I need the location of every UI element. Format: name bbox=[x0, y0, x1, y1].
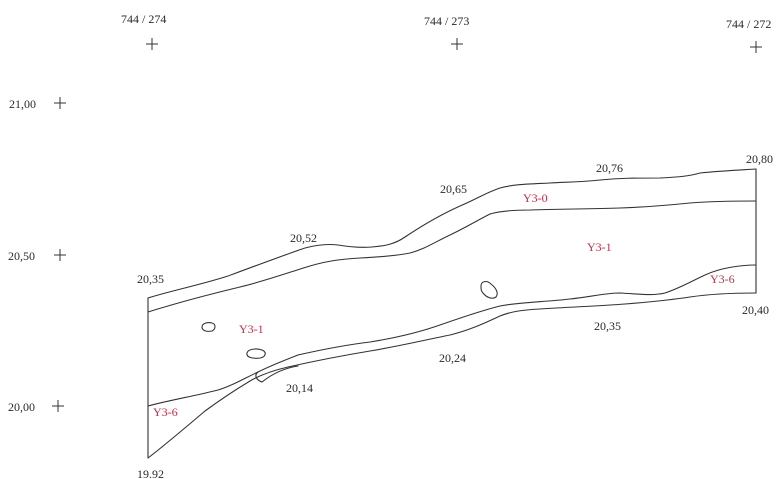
grid-point-label: 744 / 272 bbox=[726, 17, 771, 31]
layer-label: Y3-1 bbox=[239, 322, 264, 336]
elevation-cross-20 bbox=[52, 400, 64, 412]
profile-lines bbox=[147, 168, 757, 459]
grid-point-label: 744 / 273 bbox=[424, 14, 469, 28]
elevation-cross-20-50 bbox=[54, 249, 66, 261]
grid-cross-274 bbox=[146, 38, 158, 50]
layer-y3-6-upper-line bbox=[147, 354, 299, 407]
layer-y3-0-base-line bbox=[147, 200, 757, 313]
grid-point-label: 744 / 274 bbox=[121, 12, 166, 26]
inclusions bbox=[201, 281, 498, 359]
layer-label: Y3-1 bbox=[587, 240, 612, 254]
level-label: 20,40 bbox=[742, 303, 769, 317]
level-label: 20,35 bbox=[137, 272, 164, 286]
layer-y3-6-lens-line bbox=[261, 365, 299, 383]
profile-bottom-line bbox=[147, 292, 757, 459]
stone-inclusion bbox=[480, 281, 498, 299]
grid-cross-272 bbox=[750, 41, 762, 53]
level-label: 20,35 bbox=[594, 319, 621, 333]
stone-inclusion bbox=[246, 348, 266, 359]
grid-point-crosses bbox=[146, 38, 762, 53]
level-label: 20,24 bbox=[439, 351, 466, 365]
layer-y3-1-base-line bbox=[297, 264, 757, 356]
level-label: 20,65 bbox=[440, 182, 467, 196]
layer-label: Y3-0 bbox=[523, 191, 548, 205]
elevation-label: 20,00 bbox=[8, 400, 35, 414]
layer-label: Y3-6 bbox=[710, 272, 735, 286]
stone-inclusion bbox=[201, 322, 216, 332]
elevation-crosses bbox=[52, 97, 66, 412]
level-label: 20,14 bbox=[286, 381, 313, 395]
grid-cross-273 bbox=[451, 38, 463, 50]
layer-label: Y3-6 bbox=[153, 405, 178, 419]
level-label: 20,80 bbox=[746, 152, 773, 166]
level-label: 19.92 bbox=[137, 467, 164, 479]
elevation-cross-21 bbox=[54, 97, 66, 109]
elevation-label: 20,50 bbox=[8, 249, 35, 263]
level-label: 20,76 bbox=[596, 161, 623, 175]
level-label: 20,52 bbox=[290, 231, 317, 245]
profile-top-line bbox=[147, 168, 757, 299]
layer-y3-6-join-line bbox=[255, 371, 263, 383]
elevation-label: 21,00 bbox=[9, 97, 36, 111]
